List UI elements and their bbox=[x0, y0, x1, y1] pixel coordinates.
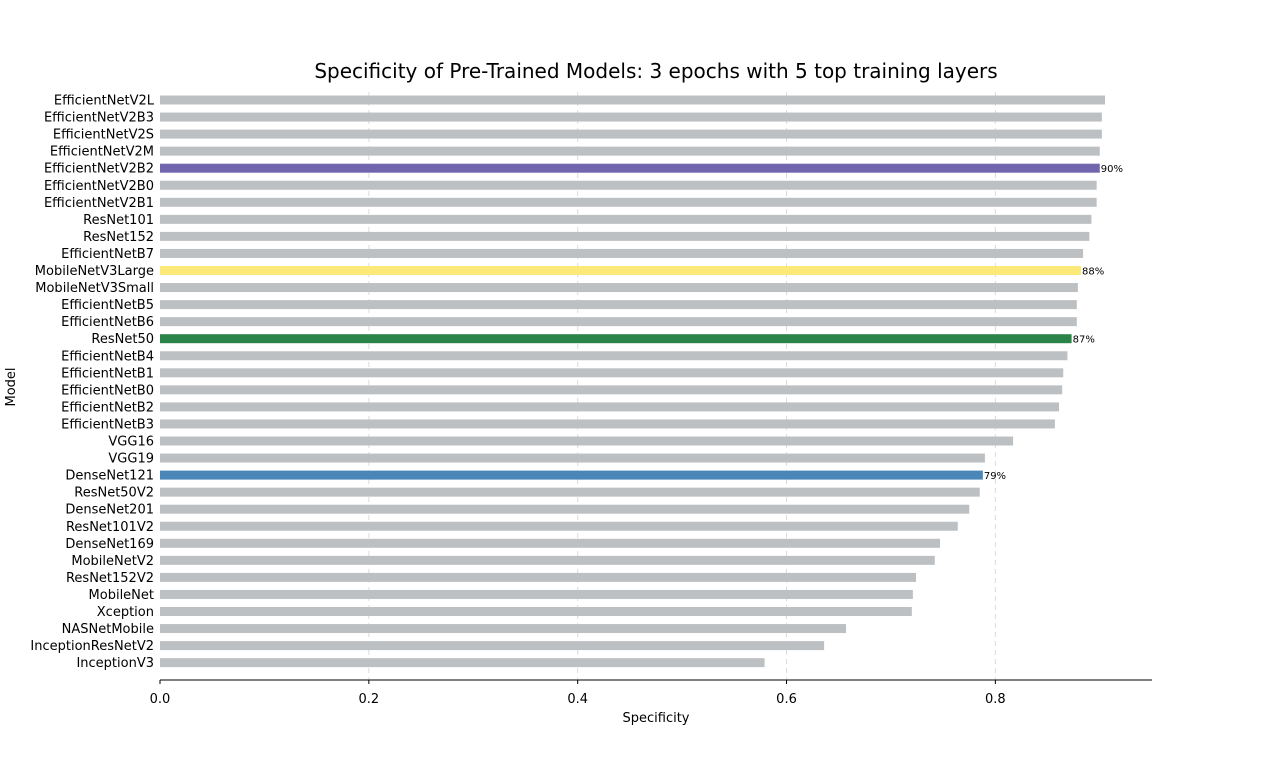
x-tick-label: 0.0 bbox=[150, 692, 171, 707]
bar bbox=[160, 180, 1097, 190]
category-label: MobileNetV3Small bbox=[35, 281, 154, 296]
x-tick-label: 0.6 bbox=[776, 692, 797, 707]
data-label: 90% bbox=[1101, 164, 1123, 175]
bar bbox=[160, 436, 1014, 446]
category-label: EfficientNetB7 bbox=[61, 247, 154, 262]
data-label: 87% bbox=[1073, 335, 1095, 346]
category-labels: EfficientNetV2L EfficientNetV2B3 Efficient… bbox=[30, 94, 154, 672]
category-label: DenseNet201 bbox=[65, 503, 154, 518]
category-label: InceptionResNetV2 bbox=[30, 639, 154, 654]
category-label: EfficientNetV2B0 bbox=[44, 179, 154, 194]
category-label: EfficientNetV2B2 bbox=[44, 162, 154, 177]
data-labels: 90% 88% 87% 79% bbox=[984, 164, 1123, 482]
bar bbox=[160, 266, 1081, 275]
category-label: MobileNetV2 bbox=[71, 554, 154, 569]
bar bbox=[160, 572, 917, 582]
bar bbox=[160, 402, 1060, 412]
bar bbox=[160, 419, 1055, 429]
bar bbox=[160, 334, 1072, 344]
category-label: EfficientNetV2S bbox=[53, 128, 154, 143]
gridlines bbox=[368, 92, 996, 680]
category-label: VGG19 bbox=[108, 452, 154, 467]
category-label: MobileNetV3Large bbox=[35, 264, 154, 279]
bar bbox=[160, 283, 1078, 293]
bar bbox=[160, 385, 1063, 395]
bar bbox=[160, 351, 1068, 361]
bar bbox=[160, 555, 935, 565]
category-label: DenseNet169 bbox=[65, 537, 154, 552]
bar bbox=[160, 521, 958, 531]
x-axis-label: Specificity bbox=[623, 711, 690, 726]
bar bbox=[160, 453, 985, 463]
category-label: EfficientNetB6 bbox=[61, 315, 154, 330]
category-label: ResNet152V2 bbox=[66, 571, 154, 586]
data-label: 79% bbox=[984, 471, 1006, 482]
category-label: EfficientNetV2B1 bbox=[44, 196, 154, 211]
category-label: ResNet50 bbox=[91, 332, 154, 347]
bar bbox=[160, 641, 825, 651]
category-label: ResNet152 bbox=[83, 230, 154, 245]
x-tick-label: 0.8 bbox=[985, 692, 1006, 707]
category-label: EfficientNetV2M bbox=[50, 145, 154, 160]
bar bbox=[160, 538, 941, 548]
category-label: ResNet101V2 bbox=[66, 520, 154, 535]
category-label: EfficientNetB0 bbox=[61, 383, 154, 398]
bar bbox=[160, 248, 1084, 258]
bar bbox=[160, 214, 1092, 224]
category-label: EfficientNetB1 bbox=[61, 366, 154, 381]
bar bbox=[160, 368, 1064, 378]
category-label: EfficientNetB2 bbox=[61, 400, 154, 415]
category-label: NASNetMobile bbox=[62, 622, 154, 637]
bar bbox=[160, 112, 1102, 122]
bar bbox=[160, 300, 1077, 310]
category-label: EfficientNetV2B3 bbox=[44, 111, 154, 126]
bar bbox=[160, 607, 912, 616]
category-label: DenseNet121 bbox=[65, 469, 154, 484]
bar bbox=[160, 487, 980, 497]
x-ticks: 0.0 0.2 0.4 0.6 0.8 bbox=[150, 680, 1006, 707]
category-label: InceptionV3 bbox=[76, 656, 154, 671]
category-label: Xception bbox=[97, 605, 154, 620]
x-tick-label: 0.2 bbox=[358, 692, 379, 707]
bar bbox=[160, 589, 913, 599]
category-label: EfficientNetB3 bbox=[61, 417, 154, 432]
bar bbox=[160, 197, 1097, 207]
category-label: MobileNet bbox=[89, 588, 154, 603]
category-label: ResNet101 bbox=[83, 213, 154, 228]
category-label: EfficientNetB4 bbox=[61, 349, 154, 364]
bar bbox=[160, 624, 847, 634]
data-label: 88% bbox=[1082, 267, 1104, 278]
bar bbox=[160, 129, 1102, 139]
bar bbox=[160, 504, 970, 514]
chart-title: Specificity of Pre-Trained Models: 3 epo… bbox=[314, 59, 997, 83]
bar bbox=[160, 163, 1100, 173]
x-tick-label: 0.4 bbox=[567, 692, 588, 707]
category-label: EfficientNetB5 bbox=[61, 298, 154, 313]
bar bbox=[160, 95, 1106, 105]
bars bbox=[160, 95, 1106, 668]
bar bbox=[160, 317, 1077, 327]
y-axis-label: Model bbox=[4, 367, 19, 406]
bar bbox=[160, 658, 765, 668]
category-label: VGG16 bbox=[108, 435, 154, 450]
category-label: ResNet50V2 bbox=[74, 486, 154, 501]
bar bbox=[160, 470, 983, 480]
bar bbox=[160, 146, 1100, 156]
category-label: EfficientNetV2L bbox=[54, 94, 155, 109]
bar bbox=[160, 231, 1090, 241]
